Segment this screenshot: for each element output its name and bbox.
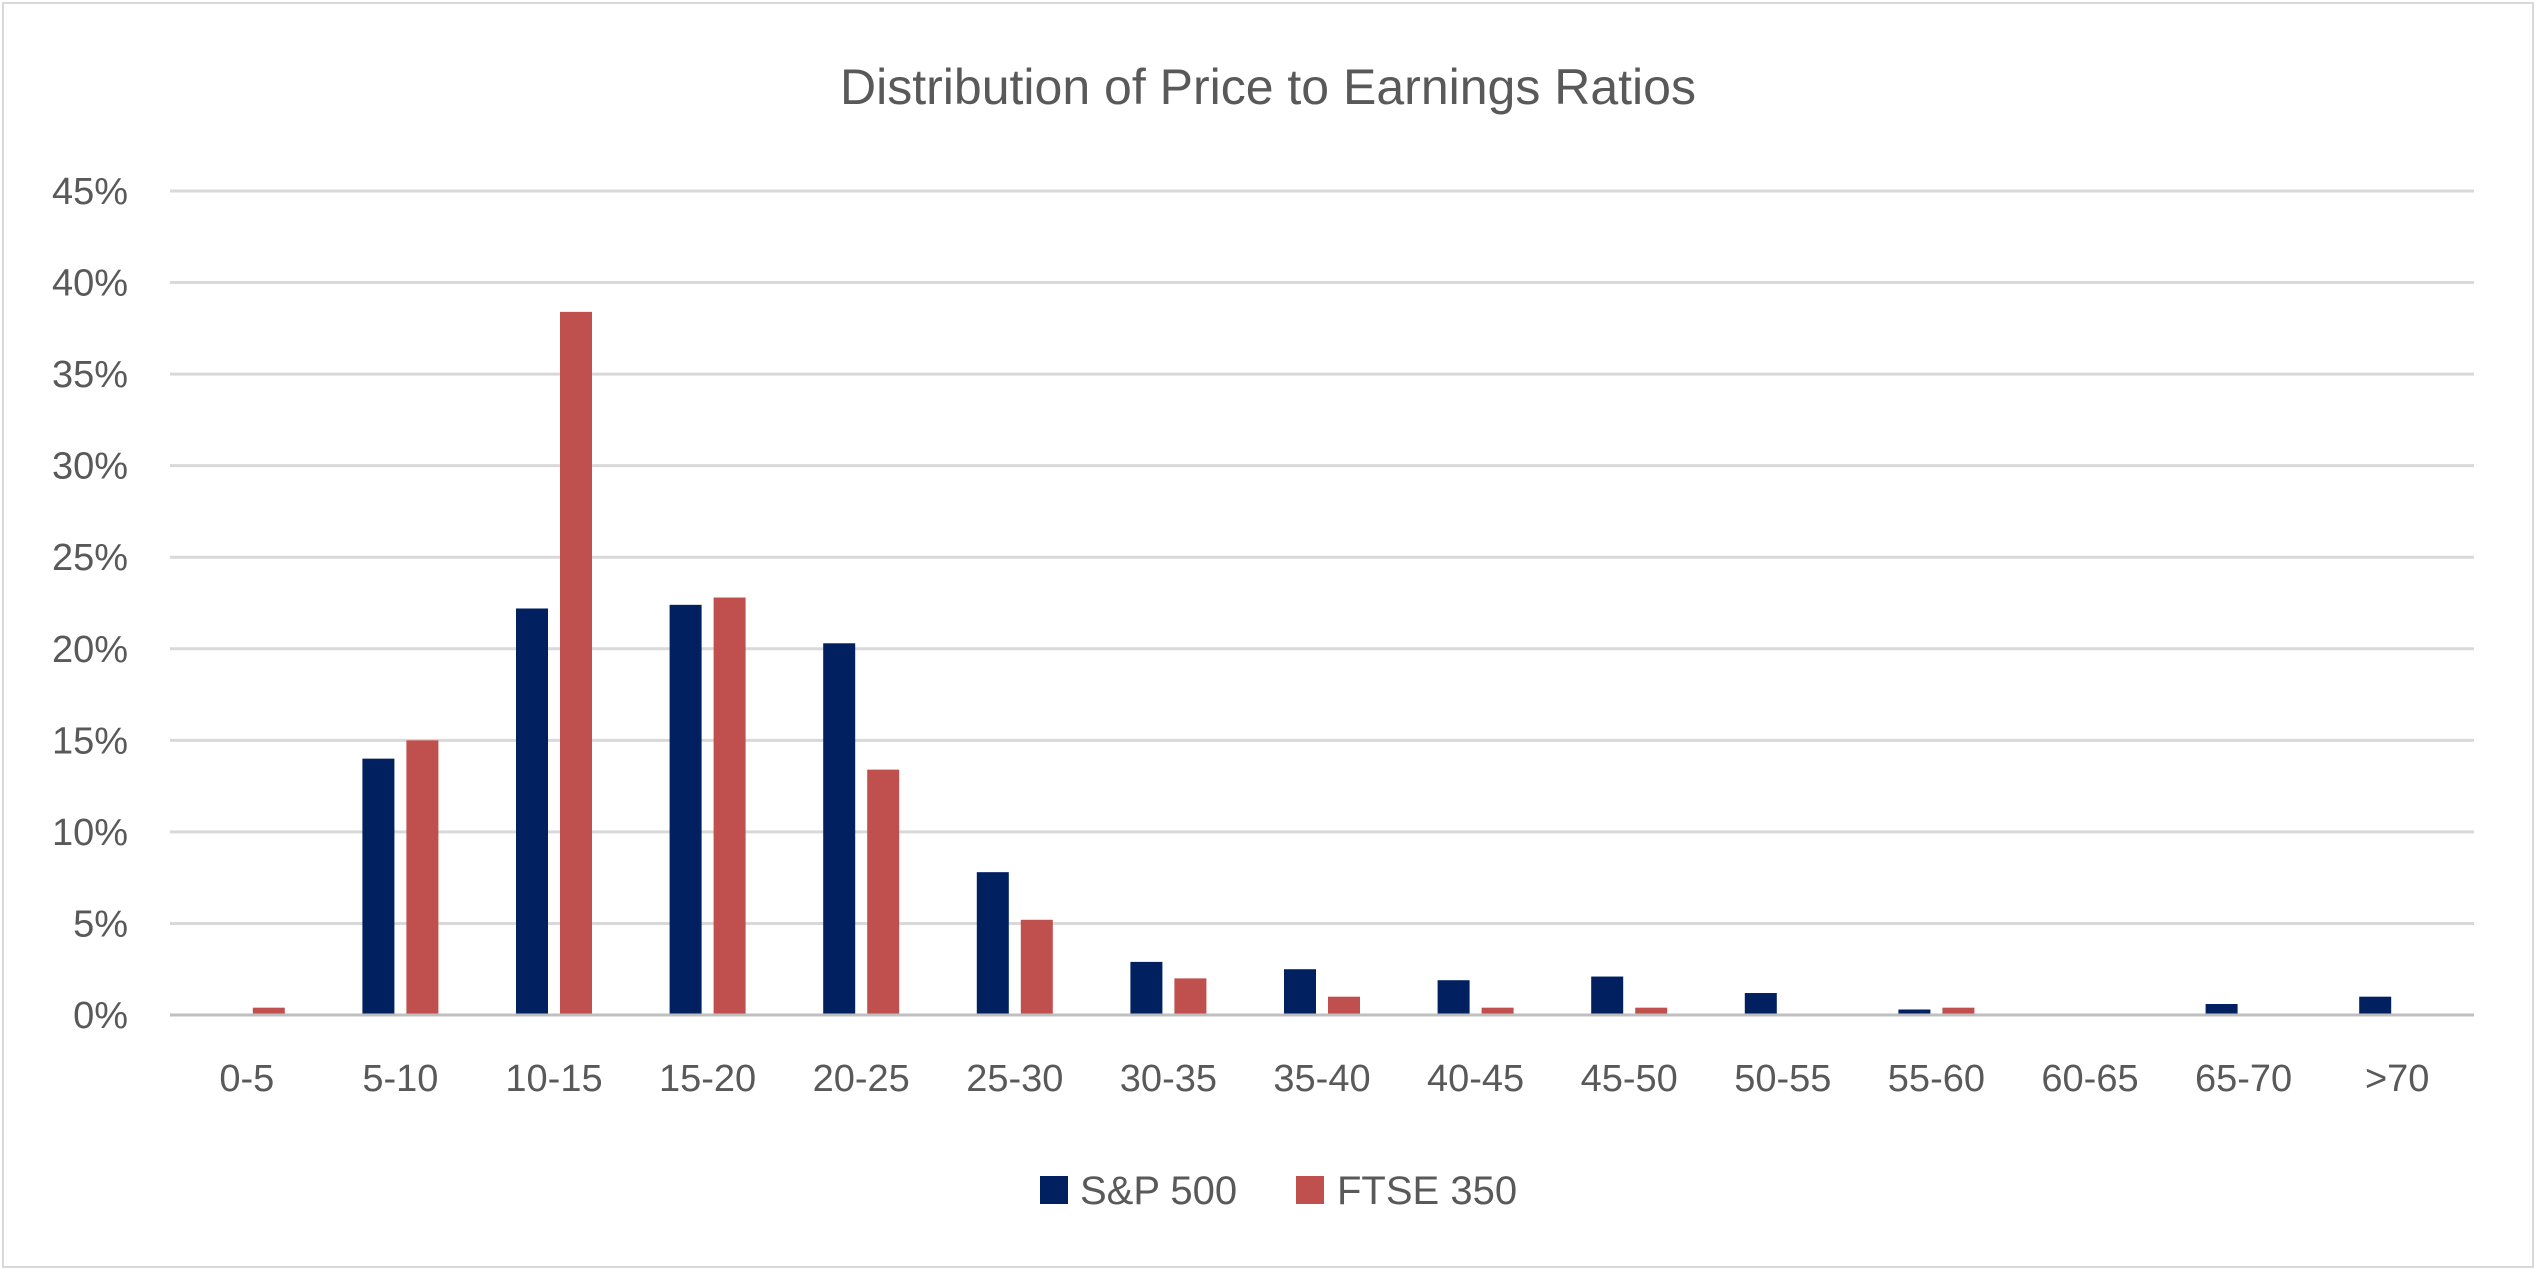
bar-sp500-15-20	[670, 605, 702, 1015]
x-tick-label: 15-20	[659, 1058, 756, 1100]
y-tick-label: 40%	[52, 263, 128, 305]
bar-sp500-35-40	[1284, 969, 1316, 1015]
y-tick-label: 45%	[52, 171, 128, 213]
bar-sp500-65-70	[2206, 1004, 2238, 1015]
gridlines	[170, 191, 2474, 923]
x-tick-label: 65-70	[2195, 1058, 2292, 1100]
chart-frame: Distribution of Price to Earnings Ratios…	[2, 2, 2534, 1268]
x-tick-label: 60-65	[2041, 1058, 2138, 1100]
bar-sp500-30-35	[1130, 962, 1162, 1015]
x-tick-label: 25-30	[966, 1058, 1063, 1100]
bar-ftse350-30-35	[1174, 978, 1206, 1015]
legend-swatch-sp500	[1040, 1176, 1068, 1204]
x-tick-label: 40-45	[1427, 1058, 1524, 1100]
bar-ftse350-35-40	[1328, 997, 1360, 1015]
x-tick-label: 20-25	[813, 1058, 910, 1100]
legend: S&P 500 FTSE 350	[1040, 1169, 1517, 1213]
x-tick-label: 5-10	[362, 1058, 438, 1100]
x-tick-label: 0-5	[219, 1058, 274, 1100]
y-tick-label: 25%	[52, 537, 128, 579]
bar-sp500-45-50	[1591, 977, 1623, 1015]
y-tick-label: 20%	[52, 629, 128, 671]
x-axis-tick-labels: 0-5 5-10 10-15 15-20 20-25 25-30 30-35 35-40 40-…	[219, 1058, 2429, 1100]
bar-sp500-20-25	[823, 643, 855, 1015]
bar-ftse350-25-30	[1021, 920, 1053, 1015]
chart-canvas: Distribution of Price to Earnings Ratios…	[4, 4, 2536, 1270]
bar-sp500-gt70	[2359, 997, 2391, 1015]
x-tick-label: 45-50	[1581, 1058, 1678, 1100]
y-tick-label: 30%	[52, 446, 128, 488]
bar-ftse350-20-25	[867, 770, 899, 1015]
chart-title: Distribution of Price to Earnings Ratios	[840, 59, 1696, 115]
y-tick-label: 15%	[52, 720, 128, 762]
x-tick-label: 10-15	[505, 1058, 602, 1100]
bar-ftse350-10-15	[560, 312, 592, 1015]
y-tick-label: 35%	[52, 354, 128, 396]
bars	[253, 312, 2391, 1015]
x-tick-label: 55-60	[1888, 1058, 1985, 1100]
y-tick-label: 5%	[73, 903, 128, 945]
y-tick-label: 10%	[52, 812, 128, 854]
legend-label-sp500: S&P 500	[1080, 1169, 1237, 1213]
y-tick-label: 0%	[73, 995, 128, 1037]
x-tick-label: >70	[2365, 1058, 2429, 1100]
bar-ftse350-15-20	[714, 598, 746, 1015]
x-tick-label: 35-40	[1273, 1058, 1370, 1100]
x-tick-label: 30-35	[1120, 1058, 1217, 1100]
bar-ftse350-5-10	[406, 740, 438, 1015]
bar-sp500-5-10	[362, 759, 394, 1015]
y-axis-tick-labels: 0% 5% 10% 15% 20% 25% 30% 35% 40% 45%	[52, 171, 128, 1037]
legend-label-ftse350: FTSE 350	[1337, 1169, 1517, 1213]
bar-sp500-25-30	[977, 872, 1009, 1015]
x-tick-label: 50-55	[1734, 1058, 1831, 1100]
bar-sp500-10-15	[516, 608, 548, 1015]
bar-sp500-40-45	[1438, 980, 1470, 1015]
legend-swatch-ftse350	[1296, 1176, 1324, 1204]
bar-sp500-50-55	[1745, 993, 1777, 1015]
